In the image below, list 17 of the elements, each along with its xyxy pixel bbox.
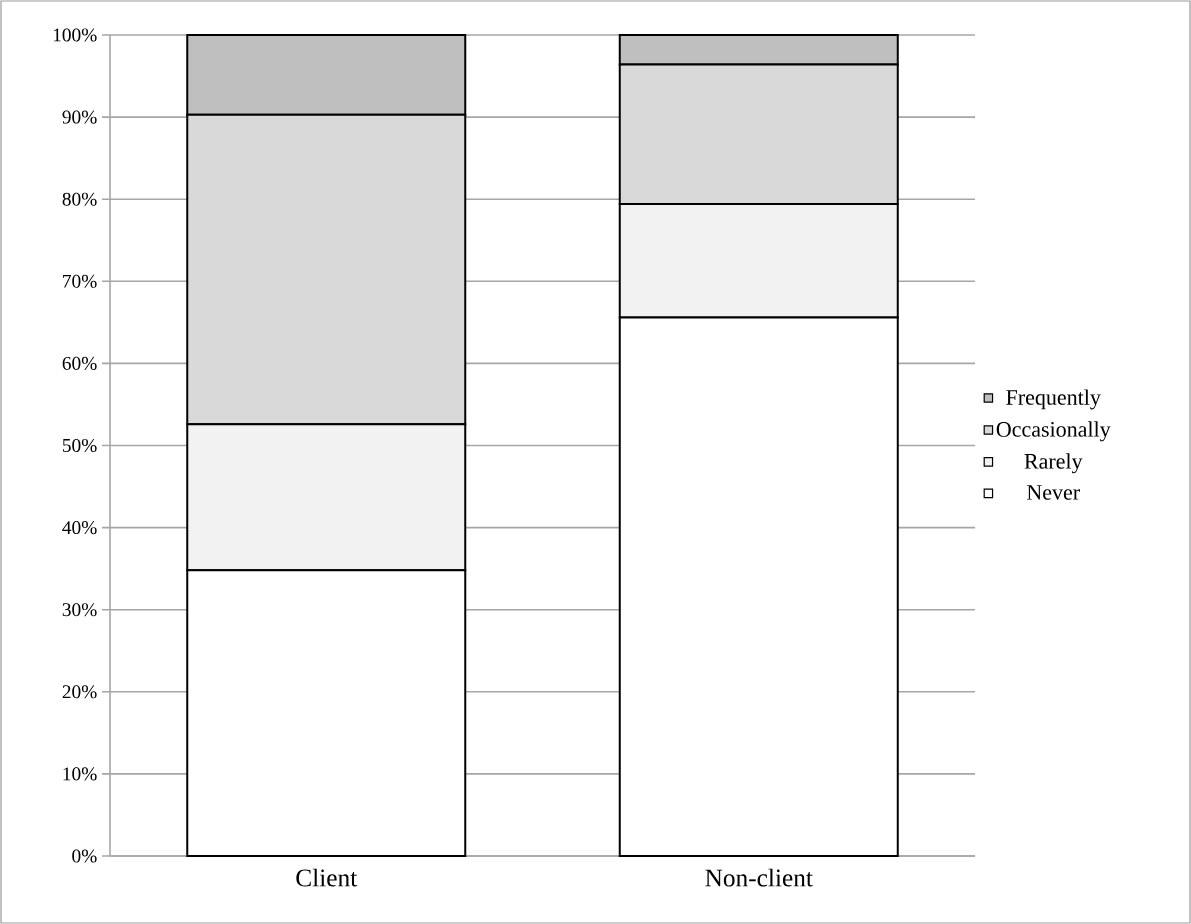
y-tick-label: 100% xyxy=(53,28,97,42)
y-tick-label: 60% xyxy=(62,356,97,370)
legend-label: Rarely xyxy=(1024,453,1083,474)
y-tick-label: 0% xyxy=(72,849,97,863)
y-tick-label: 50% xyxy=(62,438,97,453)
y-tick-label: 80% xyxy=(62,192,97,206)
y-tick-label: 40% xyxy=(62,521,97,535)
y-tick-label: 30% xyxy=(62,603,97,617)
legend-label: Never xyxy=(1027,485,1080,500)
y-tick-label: 90% xyxy=(62,110,97,124)
legend-label: Occasionally xyxy=(996,421,1111,442)
x-tick-label: Client xyxy=(296,868,358,887)
x-tick-label: Non-client xyxy=(705,868,813,887)
y-tick-label: 70% xyxy=(63,274,97,288)
y-tick-label: 10% xyxy=(63,767,97,781)
legend-label: Frequently xyxy=(1006,389,1101,410)
y-tick-label: 20% xyxy=(62,685,97,699)
